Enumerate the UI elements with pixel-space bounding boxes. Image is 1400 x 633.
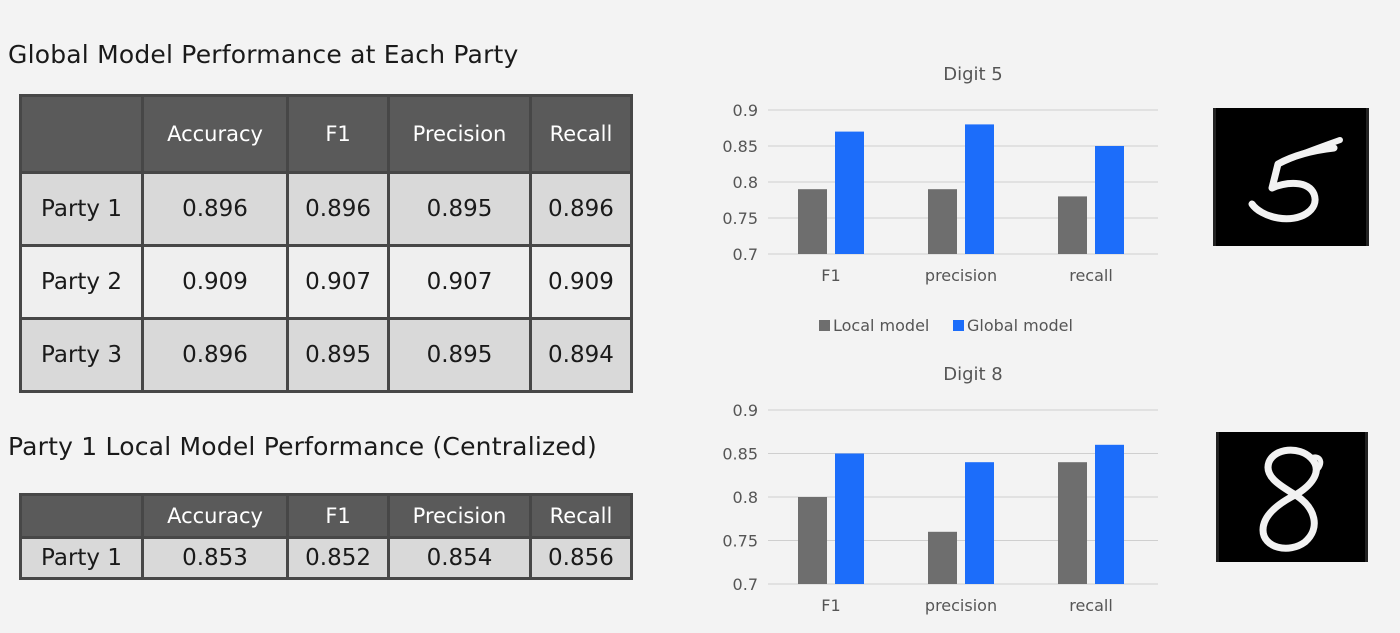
y-tick-label: 0.85 [722, 445, 758, 464]
y-tick-label: 0.9 [733, 101, 758, 120]
header-cell-precision: Precision [387, 94, 532, 174]
header-cell-accuracy: Accuracy [140, 94, 290, 174]
legend-swatch [953, 320, 964, 331]
legend-label: Global model [967, 316, 1073, 335]
local-table-title: Party 1 Local Model Performance (Central… [8, 432, 597, 461]
table-cell: 0.907 [286, 244, 391, 320]
table-cell: Party 2 [19, 244, 144, 320]
table-header-row: Accuracy F1 Precision Recall [19, 94, 634, 174]
table-row: Party 1 0.896 0.896 0.895 0.896 [19, 171, 634, 247]
header-cell-f1: F1 [286, 493, 391, 539]
x-tick-label: recall [1069, 596, 1113, 615]
digit-8-image [1216, 432, 1368, 562]
table-cell: 0.907 [387, 244, 532, 320]
bar [1095, 146, 1124, 254]
y-tick-label: 0.75 [722, 209, 758, 228]
y-tick-label: 0.7 [733, 575, 758, 594]
y-tick-label: 0.8 [733, 173, 758, 192]
header-cell-recall: Recall [528, 94, 634, 174]
legend-swatch [819, 320, 830, 331]
table-row: Party 2 0.909 0.907 0.907 0.909 [19, 244, 634, 320]
table-cell: Party 1 [19, 171, 144, 247]
table-row: Party 3 0.896 0.895 0.895 0.894 [19, 317, 634, 393]
chart-title: Digit 5 [943, 64, 1003, 85]
table-cell: 0.856 [528, 536, 634, 580]
header-cell-recall: Recall [528, 493, 634, 539]
local-performance-table: Accuracy F1 Precision Recall Party 1 0.8… [19, 493, 634, 580]
x-tick-label: precision [925, 266, 997, 285]
table-header-row: Accuracy F1 Precision Recall [19, 493, 634, 539]
y-tick-label: 0.9 [733, 401, 758, 420]
x-tick-label: F1 [821, 596, 840, 615]
bar [798, 497, 827, 584]
table-cell: 0.909 [528, 244, 634, 320]
table-cell: 0.854 [387, 536, 532, 580]
header-cell-empty [19, 94, 144, 174]
table-cell: 0.909 [140, 244, 290, 320]
bar [1058, 462, 1087, 584]
table-cell: 0.896 [528, 171, 634, 247]
legend-label: Local model [833, 316, 929, 335]
bar [798, 189, 827, 254]
digit-5-bar-chart: Digit 5 0.7 0.75 0.8 0.85 0.9 F1 precision recal… [722, 64, 1158, 335]
table-cell: 0.896 [140, 171, 290, 247]
table-cell: Party 1 [19, 536, 144, 580]
header-cell-f1: F1 [286, 94, 391, 174]
header-cell-accuracy: Accuracy [140, 493, 290, 539]
y-tick-label: 0.8 [733, 488, 758, 507]
digit-5-glyph-icon [1248, 137, 1343, 223]
y-tick-label: 0.75 [722, 532, 758, 551]
bar [928, 531, 957, 584]
table-cell: Party 3 [19, 317, 144, 393]
header-cell-precision: Precision [387, 493, 532, 539]
bar [1095, 444, 1124, 584]
x-tick-label: F1 [821, 266, 840, 285]
table-cell: 0.895 [387, 171, 532, 247]
bar [928, 189, 957, 254]
chart-title: Digit 8 [943, 364, 1003, 385]
table-cell: 0.852 [286, 536, 391, 580]
digit-8-bar-chart: Digit 8 0.7 0.75 0.8 0.85 0.9 F1 precision recal… [722, 364, 1158, 615]
table-cell: 0.894 [528, 317, 634, 393]
table-row: Party 1 0.853 0.852 0.854 0.856 [19, 536, 634, 580]
table-cell: 0.895 [286, 317, 391, 393]
table-cell: 0.895 [387, 317, 532, 393]
bar [965, 462, 994, 584]
digit-8-glyph-icon [1259, 446, 1324, 552]
table-cell: 0.896 [140, 317, 290, 393]
header-cell-empty [19, 493, 144, 539]
table-cell: 0.853 [140, 536, 290, 580]
y-tick-label: 0.85 [722, 137, 758, 156]
y-tick-label: 0.7 [733, 245, 758, 264]
bar [835, 131, 864, 254]
global-performance-table: Accuracy F1 Precision Recall Party 1 0.8… [19, 94, 634, 393]
digit-5-image [1213, 108, 1369, 246]
x-tick-label: precision [925, 596, 997, 615]
bar [835, 453, 864, 584]
bar [1058, 196, 1087, 254]
x-tick-label: recall [1069, 266, 1113, 285]
global-table-title: Global Model Performance at Each Party [8, 40, 519, 69]
bar [965, 124, 994, 255]
table-cell: 0.896 [286, 171, 391, 247]
